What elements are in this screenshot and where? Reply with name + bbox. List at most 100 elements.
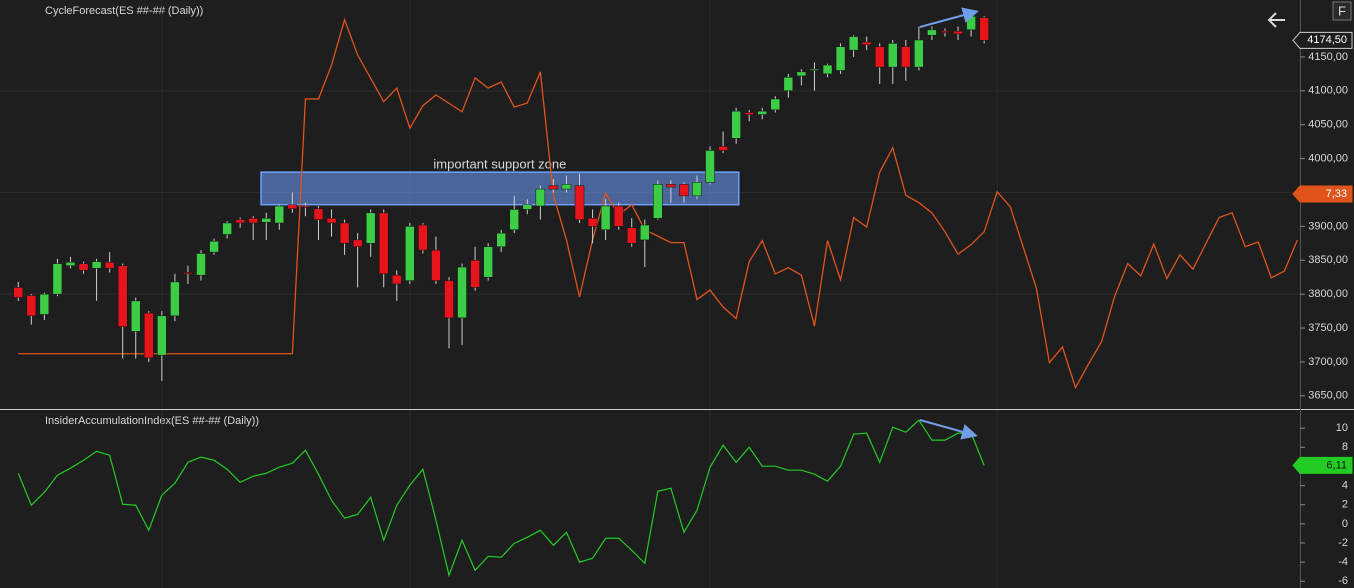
candle-body xyxy=(835,46,846,71)
candle-body xyxy=(587,217,598,227)
support-zone-box xyxy=(260,171,740,206)
candle-body xyxy=(300,205,311,208)
candle-body xyxy=(405,226,415,281)
candle-body xyxy=(861,41,872,45)
candle-body xyxy=(783,77,794,92)
y-tick-label: 2 xyxy=(1342,499,1348,511)
y-tick-label: -2 xyxy=(1338,537,1348,549)
candle-body xyxy=(822,64,833,75)
candle-body xyxy=(718,146,728,151)
last-price-label-box xyxy=(1292,31,1353,49)
candle-body xyxy=(770,98,781,111)
y-tick-label: 0 xyxy=(1342,518,1348,530)
candle-body xyxy=(757,110,767,115)
candle-body xyxy=(13,287,24,298)
candle-body xyxy=(431,249,441,281)
candle-body xyxy=(953,30,963,35)
candle-body xyxy=(522,204,533,210)
candle-body xyxy=(640,224,650,241)
y-tick-label: 10 xyxy=(1336,422,1348,434)
back-button[interactable] xyxy=(1267,12,1285,28)
candle-body xyxy=(104,262,115,269)
candle-body xyxy=(65,262,76,266)
candle-body xyxy=(744,112,754,115)
candle-body xyxy=(117,265,128,327)
y-tick-label: 4150,00 xyxy=(1308,51,1348,63)
candle-body xyxy=(352,239,363,247)
last-value-label-box xyxy=(1292,456,1353,474)
support-zone-label: important support zone xyxy=(433,157,566,172)
candle-body xyxy=(966,16,976,31)
candle-body xyxy=(809,68,820,71)
candle-body xyxy=(561,184,572,190)
candle-body xyxy=(222,222,232,235)
candle-body xyxy=(901,46,911,68)
candle-body xyxy=(705,150,715,183)
candle-body xyxy=(144,312,154,359)
y-tick-label: 4100,00 xyxy=(1308,85,1348,97)
candle-body xyxy=(91,261,102,269)
grid xyxy=(0,0,1300,588)
candle-body xyxy=(274,205,285,224)
y-tick-label: 3750,00 xyxy=(1308,322,1348,334)
candle-body xyxy=(679,184,689,197)
trend-arrow xyxy=(919,419,978,440)
candle-body xyxy=(914,39,924,68)
y-tick-label: -6 xyxy=(1338,575,1348,587)
candle-body xyxy=(574,185,585,220)
y-tick-label: 8 xyxy=(1342,441,1348,453)
y-tick-label: -4 xyxy=(1338,556,1348,568)
candle-body xyxy=(927,29,937,36)
candle-body xyxy=(548,185,559,190)
candle-body xyxy=(209,241,219,253)
candle-body xyxy=(496,232,506,247)
cycle-forecast-value-label-box xyxy=(1292,185,1353,203)
candle-body xyxy=(940,30,950,33)
candle-body xyxy=(979,17,989,41)
candle-body xyxy=(692,182,702,197)
candle-body xyxy=(78,263,89,271)
candle-body xyxy=(130,300,141,332)
y-tick-label: 3650,00 xyxy=(1308,390,1348,402)
candle-body xyxy=(392,274,402,285)
candle-body xyxy=(874,46,885,68)
candle-body xyxy=(483,246,493,278)
chart-title: CycleForecast(ES ##-## (Daily)) xyxy=(45,5,203,17)
candle-body xyxy=(261,217,272,223)
f-button[interactable] xyxy=(1332,1,1352,21)
candle-body xyxy=(796,71,807,77)
last-price-label: 4174,50 xyxy=(1307,34,1347,46)
candle-body xyxy=(365,212,376,244)
candle-body xyxy=(457,266,467,319)
cycle-forecast-line xyxy=(18,17,1298,390)
candle-body xyxy=(235,219,245,224)
candle-body xyxy=(170,281,180,317)
candle-body xyxy=(626,227,637,244)
candle-body xyxy=(157,315,167,356)
y-tick-label: 3900,00 xyxy=(1308,220,1348,232)
candle-body xyxy=(600,205,611,231)
candle-body xyxy=(666,184,676,188)
candle-body xyxy=(444,280,454,319)
candle-body xyxy=(26,295,37,317)
trend-arrow xyxy=(919,7,979,28)
y-tick-label: 4050,00 xyxy=(1308,119,1348,131)
y-tick-label: 4 xyxy=(1342,480,1348,492)
candle-body xyxy=(653,184,663,219)
indicator-line xyxy=(17,419,985,578)
candle-body xyxy=(888,43,898,68)
candle-body xyxy=(183,272,193,275)
candle-body xyxy=(848,36,859,51)
y-tick-label: 4000,00 xyxy=(1308,152,1348,164)
candle-body xyxy=(418,224,428,251)
y-tick-label: 3700,00 xyxy=(1308,356,1348,368)
last-value-label: 6,11 xyxy=(1326,459,1347,471)
axis: 3650,00 3700,00 3750,00 3800,00 3850,00 3900,… xyxy=(1292,31,1353,587)
candle-body xyxy=(52,263,63,295)
candle-body xyxy=(470,260,480,288)
candle-body xyxy=(509,209,520,231)
marks xyxy=(13,14,1298,578)
candle-body xyxy=(248,217,258,224)
candle-body xyxy=(378,212,389,275)
f-button-label[interactable]: F xyxy=(1338,3,1346,18)
